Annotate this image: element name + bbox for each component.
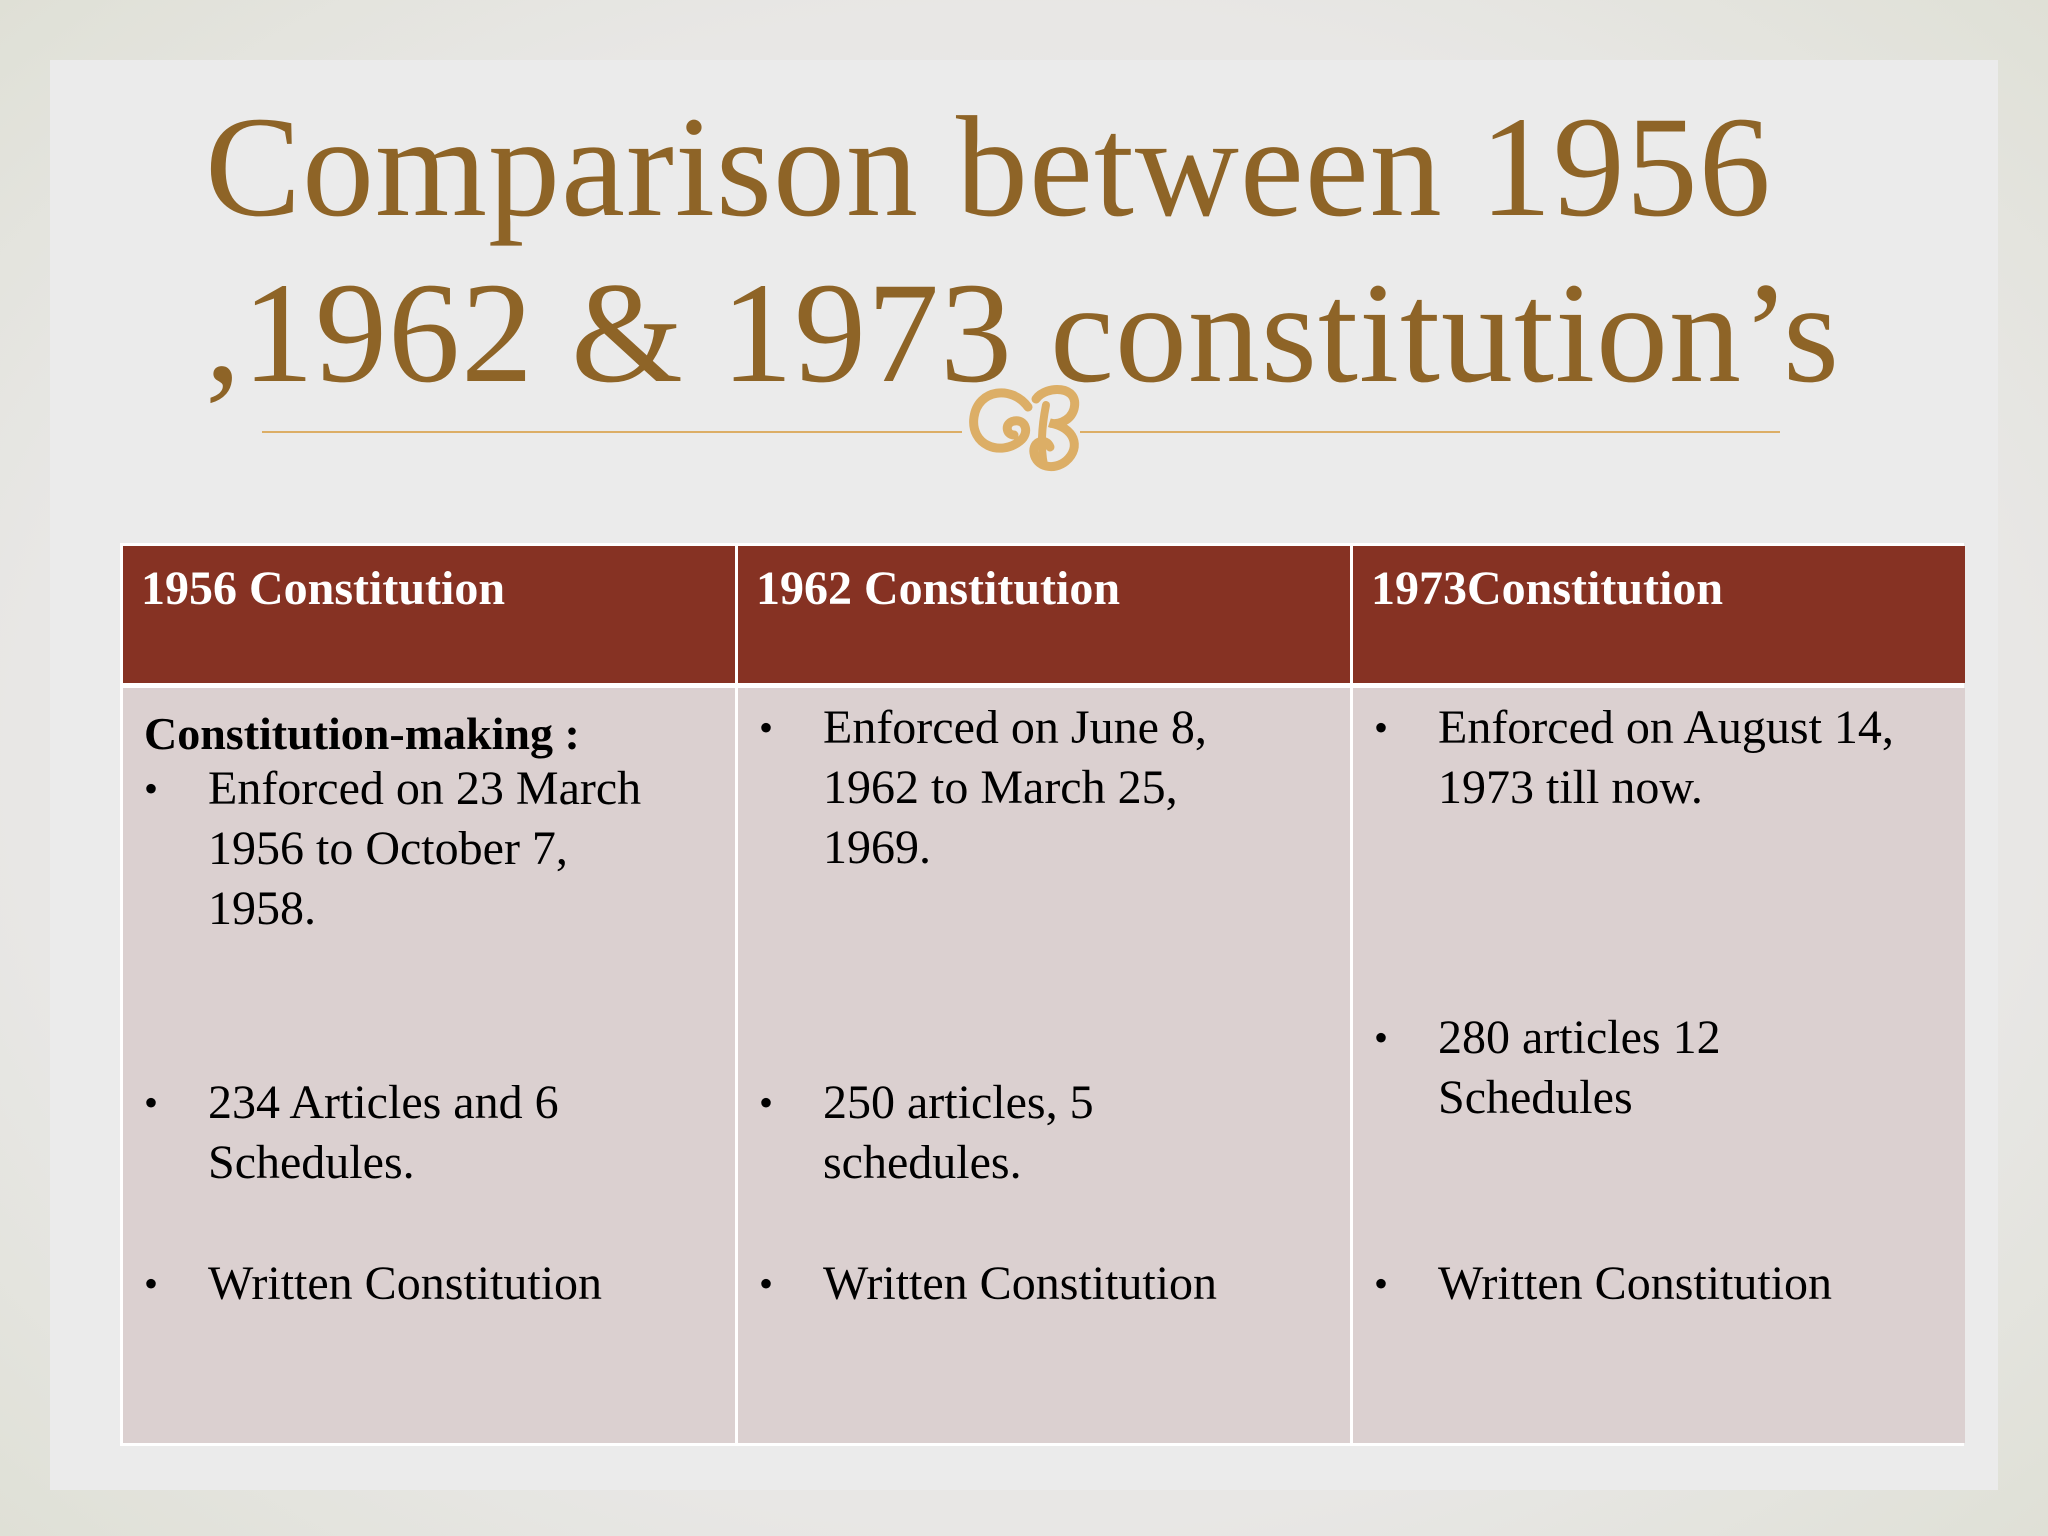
bullet-icon: • — [759, 1080, 774, 1125]
slide-title: Comparison between 1956 ,1962 & 1973 con… — [205, 85, 1905, 417]
bullet-icon: • — [1374, 1015, 1389, 1060]
bullet-icon: • — [144, 1080, 159, 1125]
title-line-1: Comparison between 1956 — [205, 88, 1772, 247]
comparison-table: 1956 Constitution Constitution-making : … — [120, 543, 1965, 1446]
cell-subheading: Constitution-making : — [144, 708, 580, 759]
column-header: 1956 Constitution — [123, 546, 735, 683]
list-item-text: 250 articles, 5 schedules. — [823, 1076, 1094, 1189]
bullet-icon: • — [759, 705, 774, 750]
divider-left — [262, 431, 962, 433]
list-item-text: Enforced on June 8, 1962 to March 25, 19… — [823, 701, 1207, 874]
title-line-2: ,1962 & 1973 constitution’s — [205, 254, 1841, 413]
bullet-icon: • — [1374, 705, 1389, 750]
bullet-icon: • — [1374, 1261, 1389, 1306]
bullet-icon: • — [144, 1261, 159, 1306]
divider-right — [1080, 431, 1780, 433]
bullet-icon: • — [759, 1261, 774, 1306]
column-header: 1973Constitution — [1353, 546, 1965, 683]
list-item-text: 280 articles 12 Schedules — [1438, 1011, 1721, 1124]
list-item-text: Written Constitution — [208, 1257, 603, 1310]
list-item-text: 234 Articles and 6 Schedules. — [208, 1076, 559, 1189]
list-item-text: Enforced on 23 March 1956 to October 7, … — [208, 762, 642, 935]
table-cell: • Enforced on June 8, 1962 to March 25, … — [738, 688, 1350, 1443]
list-item-text: Written Constitution — [823, 1257, 1218, 1310]
table-cell: • Enforced on August 14, 1973 till now. … — [1353, 688, 1965, 1443]
list-item-text: Written Constitution — [1438, 1257, 1833, 1310]
flourish-ornament-icon — [969, 385, 1080, 472]
column-header: 1962 Constitution — [738, 546, 1350, 683]
list-item-text: Enforced on August 14, 1973 till now. — [1438, 701, 1894, 814]
table-cell: Constitution-making : • Enforced on 23 M… — [123, 688, 735, 1443]
table-column-1973: 1973Constitution • Enforced on August 14… — [1353, 546, 1965, 1443]
table-column-1962: 1962 Constitution • Enforced on June 8, … — [738, 546, 1350, 1443]
bullet-icon: • — [144, 766, 159, 811]
table-column-1956: 1956 Constitution Constitution-making : … — [123, 546, 735, 1443]
